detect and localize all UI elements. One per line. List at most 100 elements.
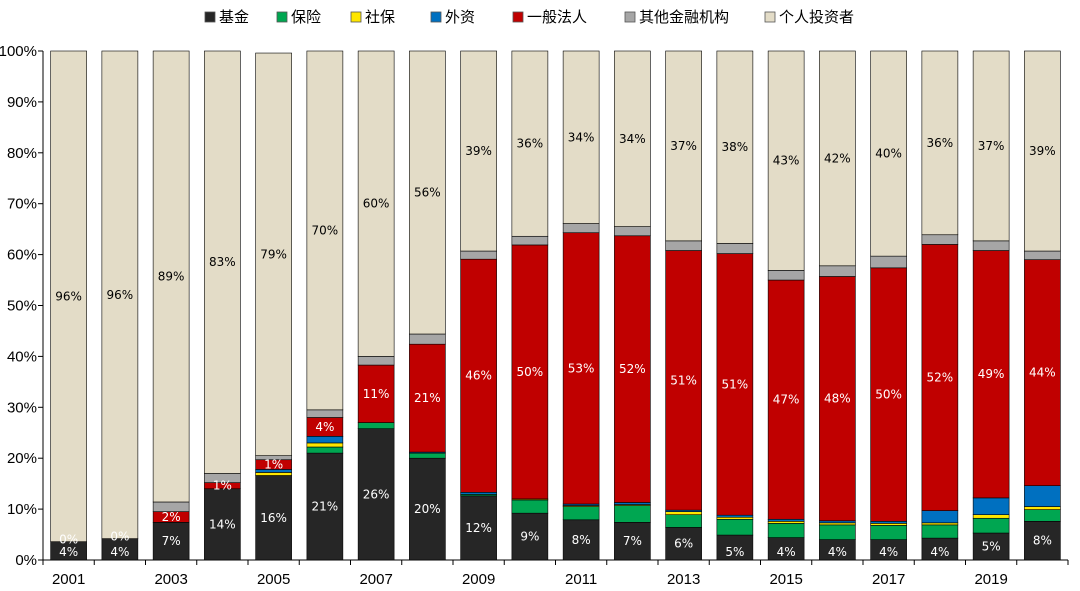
data-label-2019-0: 5%: [982, 540, 1001, 554]
overlay-label-2001: 0%: [59, 533, 78, 547]
legend-item-3: 外资: [430, 8, 475, 26]
bar-segment-2016-2: [819, 522, 856, 526]
bar-segment-2012-4: [614, 235, 651, 503]
data-label-2004-6: 83%: [209, 255, 236, 269]
bar-segment-2015-2: [767, 521, 805, 524]
data-label-2010-6: 36%: [517, 137, 544, 151]
bar-segment-2006-3: [306, 436, 344, 444]
bar-segment-2007-4: [357, 364, 395, 423]
bar-segment-2013-2: [665, 511, 702, 515]
y-tick-label: 90%: [7, 94, 37, 111]
bar-segment-2008-1: [409, 452, 446, 459]
data-label-2004-0: 14%: [209, 517, 236, 531]
bar-segment-2007-1: [357, 422, 395, 429]
data-label-2006-6: 70%: [312, 223, 339, 237]
data-label-2017-4: 50%: [875, 388, 902, 402]
data-label-2002-6: 96%: [107, 288, 134, 302]
data-label-2015-6: 43%: [773, 154, 800, 168]
bar-segment-2012-1: [614, 505, 651, 523]
y-tick-label: 50%: [7, 298, 37, 315]
bar-segment-2008-6: [409, 50, 446, 335]
legend-item-1: 保险: [276, 8, 321, 26]
data-label-2014-6: 38%: [722, 140, 749, 154]
legend-item-5: 其他金融机构: [624, 8, 729, 26]
legend-label: 保险: [291, 8, 321, 26]
data-label-2011-4: 53%: [568, 361, 595, 375]
data-label-2010-0: 9%: [520, 530, 539, 544]
data-label-2006-0: 21%: [312, 500, 339, 514]
bar-segment-2006-6: [306, 50, 344, 411]
y-tick-label: 100%: [0, 43, 37, 60]
bar-segment-2012-3: [614, 502, 651, 505]
x-tick-label: 2011: [565, 571, 597, 588]
data-label-2003-4: 2%: [162, 510, 181, 524]
data-label-2012-6: 34%: [619, 132, 646, 146]
y-tick-label: 80%: [7, 145, 37, 162]
data-label-2005-0: 16%: [260, 511, 287, 525]
bar-segment-2013-5: [665, 240, 702, 251]
bar-segment-2018-5: [921, 234, 959, 245]
bar-segment-2010-0: [511, 512, 549, 561]
bar-segment-2007-6: [357, 50, 395, 357]
x-tick-label: 2007: [359, 571, 392, 588]
bar-segment-2007-0: [357, 428, 395, 561]
bar-segment-2016-1: [819, 524, 856, 540]
bar-segment-2016-6: [819, 50, 856, 267]
bar-segment-2009-6: [460, 50, 497, 252]
bar-segment-2019-1: [972, 517, 1010, 534]
bar-segment-2009-3: [460, 492, 497, 495]
bar-segment-2005-6: [255, 52, 292, 456]
bar-segment-2004-6: [204, 50, 241, 474]
bar-segment-2010-1: [511, 499, 549, 514]
bar-segment-2015-6: [767, 50, 805, 271]
bar-segment-2011-0: [562, 519, 600, 561]
data-label-2013-0: 6%: [674, 537, 693, 551]
data-label-2001-6: 96%: [55, 289, 82, 303]
data-label-2015-4: 47%: [773, 393, 800, 407]
bar-segment-2007-5: [357, 356, 395, 366]
y-tick-label: 0%: [15, 552, 37, 569]
legend: 基金 保险 社保 外资 一般法人 其他金融机构 个人投资者: [204, 8, 854, 26]
data-label-2018-0: 4%: [930, 545, 949, 559]
bar-segment-2017-5: [870, 255, 907, 269]
bar-segment-2020-5: [1024, 250, 1061, 260]
bar-segment-2015-3: [767, 518, 805, 522]
bar-segment-2017-6: [870, 50, 907, 257]
axes: 0% 10% 20% 30% 40% 50% 60% 70% 80% 90% 100% 2001 200…: [0, 43, 1069, 588]
bar-segment-2014-1: [716, 518, 754, 536]
legend-item-4: 一般法人: [512, 8, 587, 26]
legend-item-6: 个人投资者: [764, 8, 854, 26]
data-label-2012-4: 52%: [619, 362, 646, 376]
data-label-2020-6: 39%: [1029, 144, 1056, 158]
data-label-2002-0: 4%: [110, 545, 129, 559]
bar-segment-2012-5: [614, 226, 651, 237]
overlay-label-2002: 0%: [110, 530, 129, 544]
bar-segment-2018-1: [921, 524, 959, 539]
data-label-2008-6: 56%: [414, 186, 441, 200]
data-label-2006-4: 4%: [315, 420, 334, 434]
bar-segment-2013-6: [665, 50, 702, 242]
data-label-2010-4: 50%: [517, 365, 544, 379]
bar-segment-2009-4: [460, 258, 497, 493]
data-label-2019-4: 49%: [978, 367, 1005, 381]
data-label-2007-0: 26%: [363, 487, 390, 501]
data-label-2012-0: 7%: [623, 534, 642, 548]
bar-segment-2019-6: [972, 50, 1010, 242]
legend-label: 其他金融机构: [639, 8, 729, 26]
legend-item-0: 基金: [204, 8, 249, 26]
y-tick-label: 10%: [7, 501, 37, 518]
bar-segment-2014-6: [716, 50, 754, 244]
data-label-2005-4: 1%: [264, 458, 283, 472]
bar-segment-2017-2: [870, 523, 907, 526]
bar-segment-2020-4: [1024, 259, 1061, 486]
bar-segment-2018-6: [921, 50, 959, 236]
bar-segment-2019-0: [972, 532, 1010, 561]
bar-segment-2006-0: [306, 452, 344, 561]
legend-swatch: [430, 11, 442, 23]
bar-segment-2008-4: [409, 343, 446, 453]
bar-segment-2011-1: [562, 506, 600, 521]
bar-segment-2008-5: [409, 333, 446, 345]
data-label-2007-4: 11%: [363, 387, 390, 401]
legend-label: 外资: [445, 8, 475, 26]
